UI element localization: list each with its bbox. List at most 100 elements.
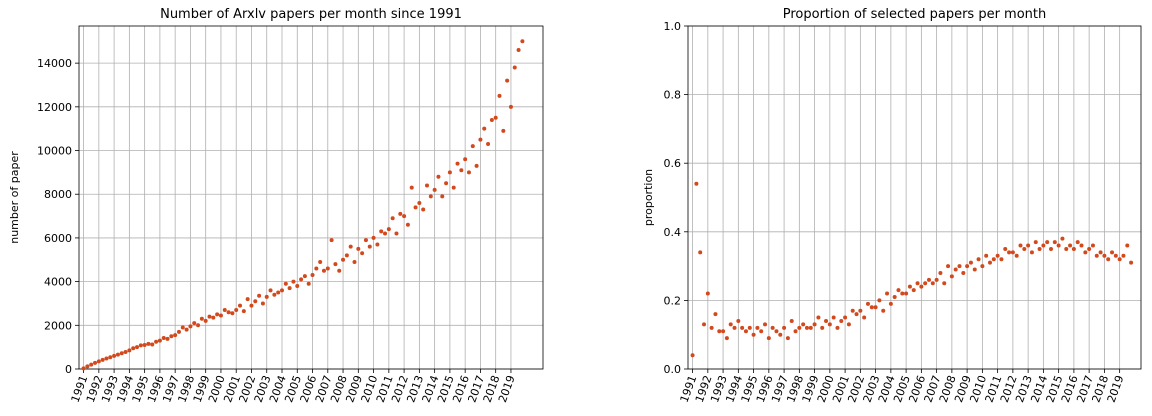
y-axis-label: number of paper <box>8 151 21 244</box>
point <box>211 315 216 320</box>
point <box>146 341 151 346</box>
point <box>230 311 235 316</box>
point <box>976 257 981 262</box>
point <box>938 270 943 275</box>
point <box>728 322 733 327</box>
point <box>425 183 429 188</box>
point <box>409 185 414 190</box>
point <box>835 325 840 330</box>
point <box>911 288 916 293</box>
point <box>915 281 920 286</box>
point <box>512 65 517 70</box>
point <box>747 325 752 330</box>
point <box>455 161 460 166</box>
point <box>1083 250 1088 255</box>
y-tick-label: 12000 <box>37 101 72 114</box>
point <box>428 194 433 199</box>
point <box>169 334 174 339</box>
y-tick-label: 6000 <box>44 232 72 245</box>
point <box>907 284 912 289</box>
point <box>440 194 445 199</box>
point <box>192 321 197 326</box>
point <box>161 335 166 340</box>
point <box>751 332 756 337</box>
point <box>877 298 882 303</box>
point <box>946 264 951 269</box>
point <box>904 291 909 296</box>
point <box>123 349 128 354</box>
point <box>961 270 966 275</box>
point <box>1071 246 1076 251</box>
point <box>1052 240 1057 245</box>
point <box>774 329 779 334</box>
point <box>850 308 855 313</box>
point <box>1113 253 1118 258</box>
point <box>755 325 760 330</box>
point <box>482 126 487 131</box>
point <box>869 305 874 310</box>
point <box>341 257 346 262</box>
point <box>949 274 954 279</box>
point <box>451 185 456 190</box>
point <box>432 187 437 192</box>
point <box>1110 250 1115 255</box>
point <box>827 322 832 327</box>
point <box>1068 243 1073 248</box>
point <box>188 324 193 329</box>
point <box>778 332 783 337</box>
point <box>862 315 867 320</box>
point <box>348 244 353 249</box>
point <box>797 325 802 330</box>
point <box>724 336 729 341</box>
point <box>417 200 422 205</box>
point <box>789 318 794 323</box>
point <box>402 214 407 219</box>
point <box>1098 250 1103 255</box>
point <box>89 362 94 367</box>
point <box>896 288 901 293</box>
point <box>1049 246 1054 251</box>
point <box>888 301 893 306</box>
point <box>333 262 338 267</box>
point <box>759 329 764 334</box>
point <box>463 157 468 162</box>
y-tick-label: 2000 <box>44 319 72 332</box>
point <box>196 323 201 328</box>
point <box>1117 257 1122 262</box>
point <box>238 303 243 308</box>
point <box>272 292 277 297</box>
point <box>690 353 695 358</box>
point <box>371 235 376 240</box>
point <box>497 93 502 98</box>
point <box>965 264 970 269</box>
point <box>1125 243 1130 248</box>
point <box>1129 260 1134 265</box>
point <box>804 325 809 330</box>
point <box>740 325 745 330</box>
point <box>1060 236 1065 241</box>
point <box>995 253 1000 258</box>
point <box>702 322 707 327</box>
point <box>816 315 821 320</box>
point <box>972 267 977 272</box>
point <box>999 257 1004 262</box>
point <box>1022 246 1027 251</box>
point <box>1079 243 1084 248</box>
point <box>165 336 170 341</box>
point <box>721 329 726 334</box>
point <box>276 290 281 295</box>
point <box>287 286 292 291</box>
point <box>150 342 155 347</box>
y-tick-label: 1.0 <box>664 20 682 33</box>
point <box>180 325 185 330</box>
y-tick-label: 14000 <box>37 57 72 70</box>
point <box>436 174 441 179</box>
point <box>379 229 384 234</box>
point <box>930 281 935 286</box>
point <box>854 312 859 317</box>
y-tick-label: 4000 <box>44 276 72 289</box>
point <box>142 342 147 347</box>
point <box>93 360 98 365</box>
y-tick-label: 0.6 <box>664 157 682 170</box>
